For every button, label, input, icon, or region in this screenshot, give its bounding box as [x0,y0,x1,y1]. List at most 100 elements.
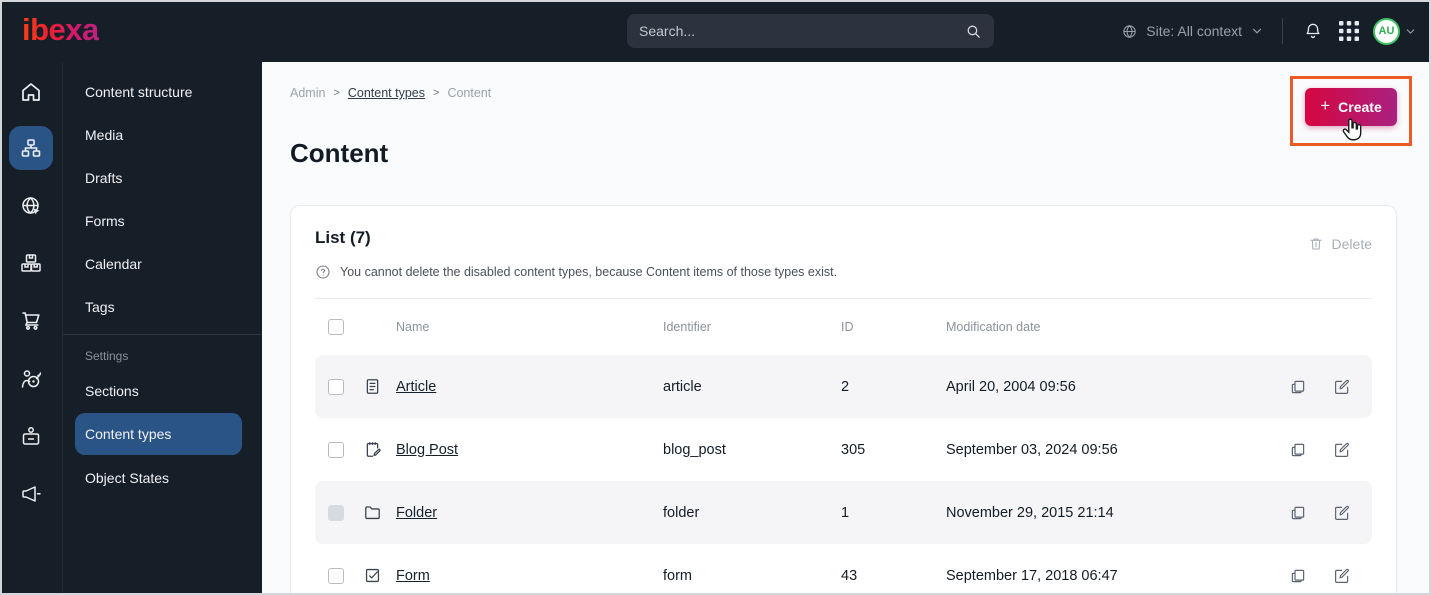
breadcrumb-separator: > [333,87,340,99]
row-checkbox[interactable] [328,567,344,584]
rail-item-dashboard[interactable] [9,70,53,114]
table-row: Form form 43 September 17, 2018 06:47 [315,544,1372,595]
product-catalog-icon [21,254,41,272]
copy-icon[interactable] [1289,441,1307,459]
row-identifier: form [663,567,692,584]
row-identifier: folder [663,504,700,521]
user-menu[interactable]: AU [1373,17,1417,45]
row-checkbox[interactable] [328,378,344,395]
notifications-button[interactable] [1301,19,1325,43]
table-row: Article article 2 April 20, 2004 09:56 [315,355,1372,418]
rail-item-marketing[interactable] [9,472,53,516]
row-identifier: blog_post [663,441,726,458]
create-button-label: Create [1338,99,1382,115]
edit-icon[interactable] [1333,504,1351,522]
card-divider [315,298,1372,299]
copy-icon[interactable] [1289,567,1307,585]
sidebar-menu: Content structure Media Drafts Forms Cal… [63,62,262,595]
delete-button[interactable]: Delete [1308,236,1372,252]
site-context-selector[interactable]: Site: All context [1121,23,1264,40]
table-row: Folder folder 1 November 29, 2015 21:14 [315,481,1372,544]
column-header-modification-date: Modification date [946,320,1041,334]
form-icon [365,568,380,583]
row-checkbox[interactable] [328,441,344,458]
chevron-down-icon [1252,28,1262,34]
global-search[interactable] [627,14,994,48]
sidebar-item-drafts[interactable]: Drafts [85,169,123,186]
marketing-megaphone-icon [22,486,41,502]
topbar: ibexa Site: All context AU [0,0,1431,62]
breadcrumb-admin: Admin [290,86,326,100]
breadcrumb-content-types-link[interactable]: Content types [347,86,426,100]
table-header: Name Identifier ID Modification date [315,299,1372,355]
sidebar-section-settings: Settings [85,349,129,363]
copy-icon[interactable] [1289,378,1307,396]
sidebar-item-tags[interactable]: Tags [85,298,115,315]
content-types-list-card: List (7) Delete You cannot delete the di… [290,205,1397,595]
column-header-identifier: Identifier [663,320,711,334]
edit-icon[interactable] [1333,378,1351,396]
ibexa-logo[interactable]: ibexa [22,12,99,47]
content-structure-icon [21,139,41,157]
sidebar-item-media[interactable]: Media [85,126,124,143]
rail-item-customers[interactable] [9,357,53,401]
row-id: 2 [841,378,850,395]
plus-icon: + [1320,96,1331,115]
edit-icon[interactable] [1333,441,1351,459]
search-input[interactable] [639,23,965,39]
rail-item-corporate[interactable] [9,415,53,459]
help-icon [316,265,330,279]
avatar[interactable]: AU [1373,17,1400,45]
column-header-id: ID [841,320,854,334]
sidebar-item-calendar[interactable]: Calendar [85,255,142,272]
sidebar-divider [63,334,262,335]
list-title: List (7) [315,228,371,247]
delete-button-label: Delete [1331,236,1372,252]
row-id: 43 [841,567,858,584]
content-type-link[interactable]: Blog Post [396,441,459,458]
row-checkbox-disabled [328,504,344,521]
sidebar-item-forms[interactable]: Forms [85,212,125,229]
app-grid-icon [1339,21,1359,41]
content-type-link[interactable]: Form [396,567,430,584]
create-button-highlight-box: + Create [1290,76,1412,146]
breadcrumb-separator: > [433,87,440,99]
sidebar-rail [0,62,63,595]
corporate-badge-icon [22,427,40,445]
sidebar-item-content-structure[interactable]: Content structure [85,83,193,100]
sidebar-item-content-types[interactable]: Content types [75,413,242,455]
mouse-cursor-icon [1342,118,1362,141]
table-row: Blog Post blog_post 305 September 03, 20… [315,418,1372,481]
list-notice-text: You cannot delete the disabled content t… [340,265,838,279]
rail-item-product-catalog[interactable] [9,241,53,285]
row-modification-date: November 29, 2015 21:14 [946,504,1114,521]
topbar-right: Site: All context AU [1121,0,1417,62]
sidebar-item-object-states[interactable]: Object States [85,469,170,486]
edit-icon[interactable] [1333,567,1351,585]
rail-item-commerce[interactable] [9,298,53,342]
site-context-label: Site: All context [1146,23,1242,39]
content-type-link[interactable]: Article [396,378,437,395]
content-type-link[interactable]: Folder [396,504,438,521]
commerce-cart-icon [22,312,40,330]
article-icon [366,379,379,394]
chevron-down-icon [1406,28,1415,34]
list-notice: You cannot delete the disabled content t… [315,264,1372,280]
select-all-checkbox[interactable] [328,319,344,335]
rail-item-content[interactable] [9,126,53,170]
rail-item-site[interactable] [9,184,53,228]
site-globe-icon [22,196,40,215]
home-icon [22,83,40,101]
breadcrumb-current: Content [447,86,492,100]
row-id: 305 [841,441,866,458]
row-modification-date: April 20, 2004 09:56 [946,378,1076,395]
app-switcher-button[interactable] [1337,19,1361,43]
page-title: Content [290,138,389,168]
globe-icon [1123,24,1136,38]
copy-icon[interactable] [1289,504,1307,522]
column-header-name: Name [396,320,430,334]
main-content: Admin > Content types > Content + Create… [262,62,1431,595]
sidebar-item-sections[interactable]: Sections [85,382,139,399]
trash-icon [1309,238,1322,250]
blog-post-icon [366,442,381,457]
